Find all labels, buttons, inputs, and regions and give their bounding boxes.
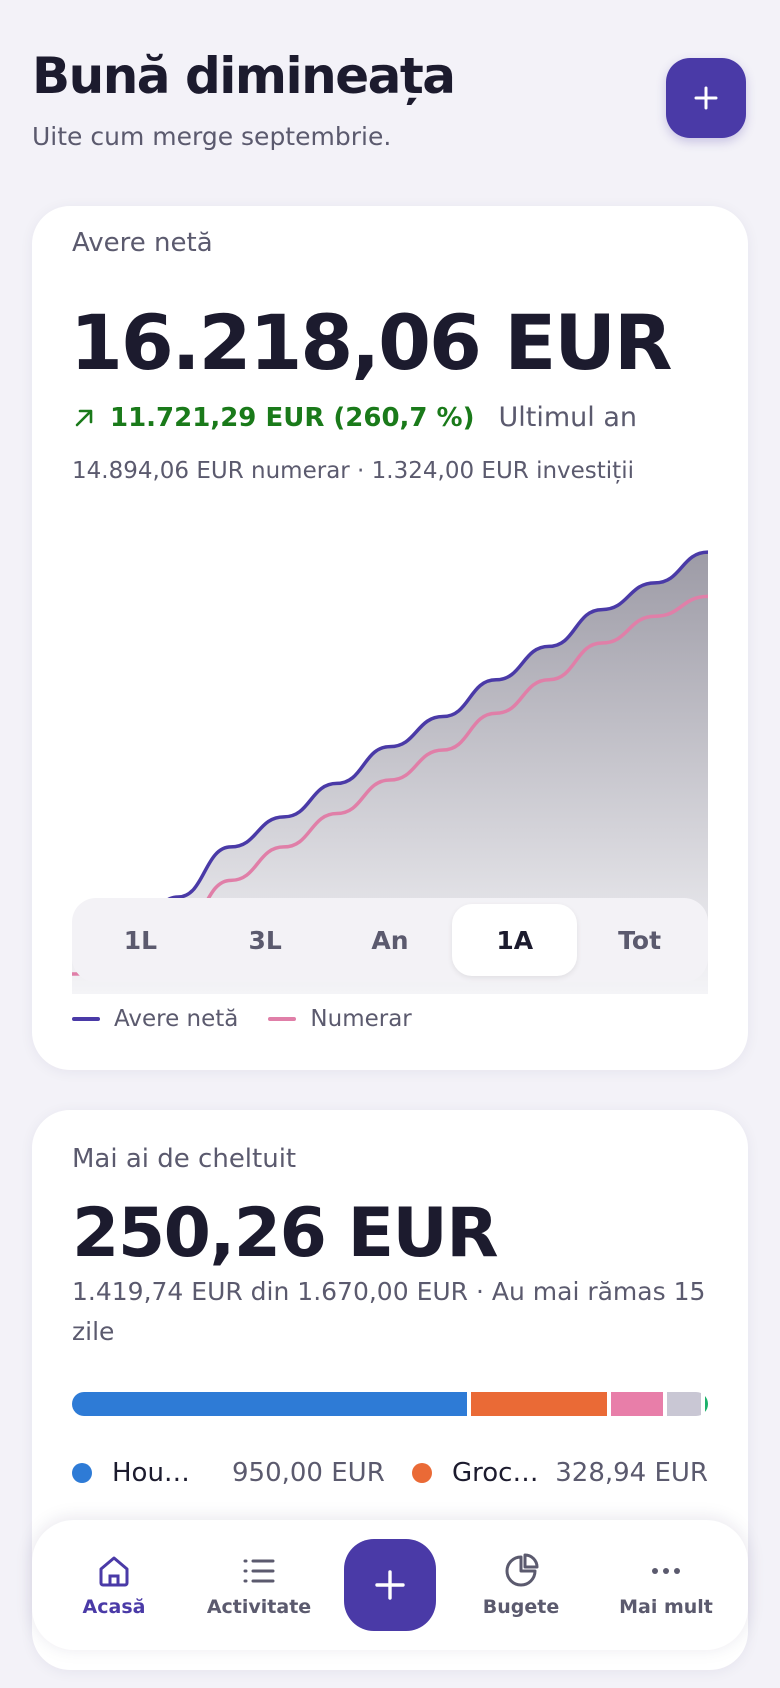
add-button[interactable]: [666, 58, 746, 138]
change-period: Ultimul an: [498, 402, 638, 433]
page-title: Bună dimineața: [32, 47, 456, 105]
list-icon: [243, 1559, 275, 1583]
budget-segment: [704, 1392, 708, 1416]
category-dot: [412, 1463, 432, 1483]
budget-label: Mai ai de cheltuit: [72, 1144, 297, 1174]
nav-label: Acasă: [82, 1596, 146, 1618]
category-name: Groc…: [452, 1458, 539, 1488]
chart-legend: Avere netă Numerar: [72, 1006, 412, 1032]
home-icon: [99, 1556, 129, 1587]
budget-progress-bar: [72, 1392, 708, 1416]
legend-item-net-worth: Avere netă: [72, 1006, 238, 1032]
category-name: Hou…: [112, 1458, 190, 1488]
nav-item-home[interactable]: Acasă: [54, 1552, 174, 1618]
pie-chart-icon: [505, 1553, 539, 1587]
bottom-nav: Acasă Activitate Bugete Mai mult: [32, 1520, 748, 1650]
nav-label: Bugete: [482, 1596, 560, 1618]
range-option-1a[interactable]: 1A: [452, 904, 578, 976]
net-worth-line: [72, 550, 708, 946]
legend-item-cash: Numerar: [268, 1006, 412, 1032]
legend-swatch: [72, 1017, 100, 1021]
budget-remaining-value: 250,26 EUR: [72, 1194, 499, 1273]
nav-label: Activitate: [206, 1596, 312, 1618]
net-worth-breakdown: 14.894,06 EUR numerar · 1.324,00 EUR inv…: [72, 458, 634, 484]
category-row: Hou… 950,00 EUR Groc… 328,94 EUR: [72, 1458, 708, 1488]
net-worth-chart[interactable]: [72, 506, 708, 1066]
change-value: 11.721,29 EUR (260,7 %): [110, 402, 475, 433]
budget-segment: [72, 1392, 467, 1416]
net-worth-value: 16.218,06 EUR: [70, 298, 673, 387]
category-item-groceries[interactable]: Groc… 328,94 EUR: [412, 1458, 708, 1488]
net-worth-change: 11.721,29 EUR (260,7 %) Ultimul an: [72, 402, 637, 433]
more-dots-icon: [652, 1568, 680, 1574]
net-worth-label: Avere netă: [72, 228, 213, 258]
arrow-up-right-icon: [75, 409, 93, 426]
budget-segment: [667, 1392, 701, 1416]
nav-label: Mai mult: [619, 1596, 713, 1618]
nav-item-more[interactable]: Mai mult: [606, 1552, 726, 1618]
plus-icon: [694, 86, 718, 110]
header: Bună dimineața Uite cum merge septembrie…: [32, 44, 748, 164]
budget-segment: [470, 1392, 608, 1416]
range-option-3l[interactable]: 3L: [248, 925, 282, 955]
plus-icon: [375, 1570, 405, 1600]
budget-segment: [611, 1392, 664, 1416]
nav-item-activity[interactable]: Activitate: [199, 1552, 319, 1618]
legend-label: Numerar: [310, 1006, 412, 1032]
nav-item-budgets[interactable]: Bugete: [461, 1552, 581, 1618]
legend-swatch: [268, 1017, 297, 1021]
category-amount: 328,94 EUR: [555, 1458, 708, 1488]
category-item-housing[interactable]: Hou… 950,00 EUR: [72, 1458, 412, 1488]
net-worth-card[interactable]: Avere netă 16.218,06 EUR 11.721,29 EUR (…: [32, 206, 748, 1070]
budget-spent-text: 1.419,74 EUR din 1.670,00 EUR · Au mai r…: [72, 1277, 706, 1346]
category-dot: [72, 1463, 92, 1483]
range-selector[interactable]: 1L 3L An 1A Tot: [72, 898, 708, 982]
range-option-1l[interactable]: 1L: [123, 925, 158, 955]
category-amount: 950,00 EUR: [232, 1458, 385, 1488]
range-option-tot[interactable]: Tot: [618, 925, 662, 955]
nav-add-button[interactable]: [344, 1539, 436, 1631]
net-worth-area: [72, 552, 708, 994]
legend-label: Avere netă: [114, 1006, 239, 1032]
page-subtitle: Uite cum merge septembrie.: [32, 122, 392, 151]
range-option-an[interactable]: An: [371, 925, 409, 955]
